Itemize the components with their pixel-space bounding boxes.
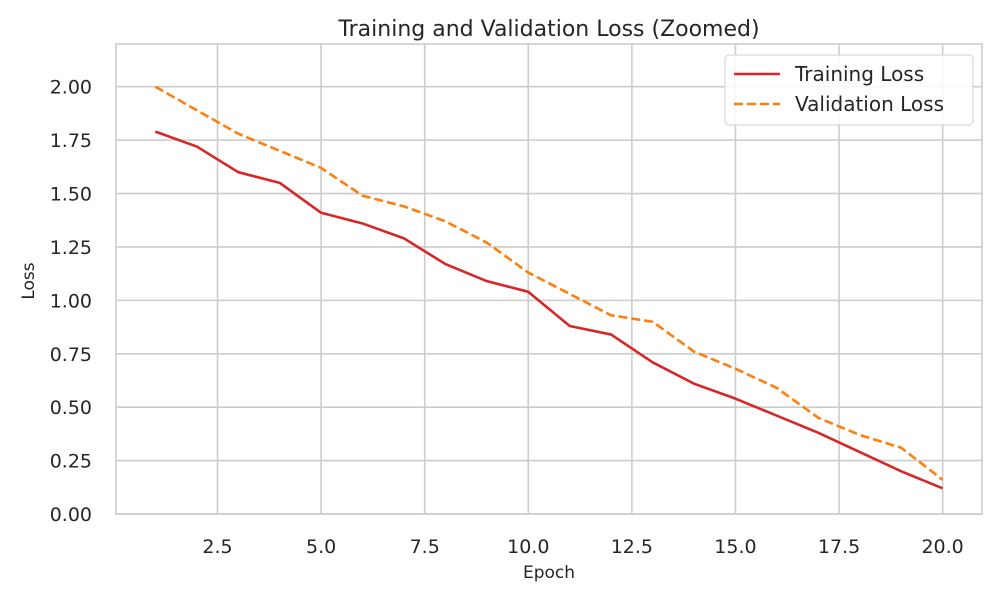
legend-label-training-loss: Training Loss <box>794 62 924 86</box>
y-axis-label: Loss <box>19 262 39 299</box>
x-tick-label: 15.0 <box>714 536 756 558</box>
x-tick-labels: 2.5 5.0 7.5 10.0 12.5 15.0 17.5 20.0 <box>202 536 963 558</box>
x-tick-label: 5.0 <box>306 536 336 558</box>
series-line-validation-loss <box>154 85 944 481</box>
x-tick-label: 2.5 <box>202 536 232 558</box>
y-tick-label: 2.00 <box>50 77 92 99</box>
y-tick-label: 1.25 <box>50 237 92 259</box>
chart-title: Training and Validation Loss (Zoomed) <box>337 17 759 42</box>
y-tick-label: 0.75 <box>50 344 92 366</box>
y-tick-label: 1.75 <box>50 130 92 152</box>
y-tick-label: 0.25 <box>50 451 92 473</box>
series-line-training-loss <box>154 130 944 490</box>
legend-label-validation-loss: Validation Loss <box>795 92 944 116</box>
x-tick-label: 10.0 <box>507 536 549 558</box>
x-tick-label: 17.5 <box>818 536 860 558</box>
y-tick-label: 1.00 <box>50 290 92 312</box>
x-tick-label: 7.5 <box>410 536 440 558</box>
y-tick-label: 0.00 <box>50 504 92 526</box>
y-tick-label: 0.50 <box>50 397 92 419</box>
x-axis-label: Epoch <box>523 563 575 583</box>
x-tick-label: 12.5 <box>611 536 653 558</box>
y-tick-label: 1.50 <box>50 184 92 206</box>
y-gridlines <box>116 85 982 515</box>
y-tick-labels: 0.00 0.25 0.50 0.75 1.00 1.25 1.50 1.75 2.00 <box>50 77 92 526</box>
series-layer <box>154 85 944 490</box>
legend: Training Loss Validation Loss <box>724 54 974 126</box>
x-tick-label: 20.0 <box>921 536 963 558</box>
legend-frame <box>724 54 974 126</box>
